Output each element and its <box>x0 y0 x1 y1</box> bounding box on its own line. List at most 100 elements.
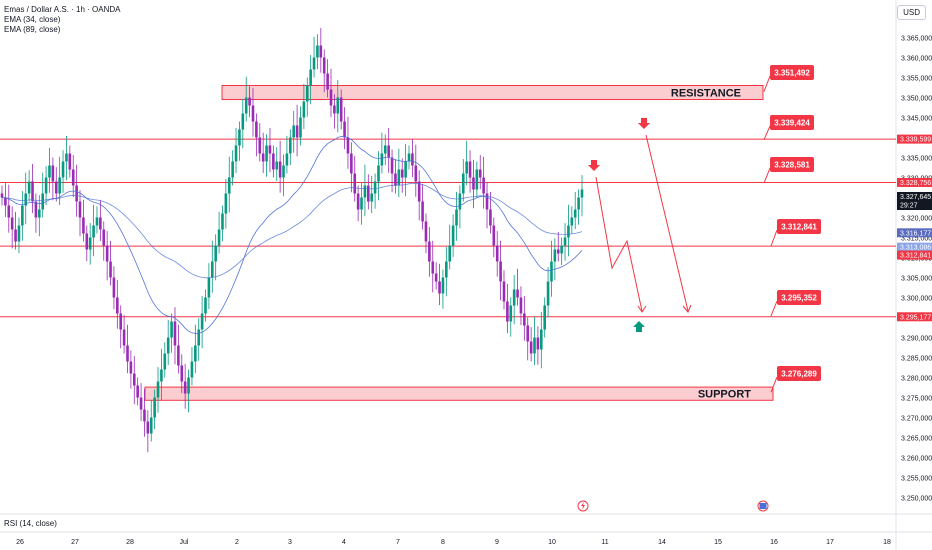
candle-body <box>4 197 7 206</box>
callout-leader <box>763 125 771 141</box>
candle-body <box>58 177 61 194</box>
candle-body <box>244 97 248 114</box>
candle-body <box>14 229 17 242</box>
x-tick-label: 27 <box>71 539 79 546</box>
candle-body <box>580 189 584 198</box>
candle-body <box>299 117 302 138</box>
price-tag <box>897 312 932 322</box>
candle-body <box>465 161 468 174</box>
support-label: SUPPORT <box>698 389 751 401</box>
y-tick-label: 3.335,000 <box>901 156 932 163</box>
candle-body <box>536 337 540 350</box>
candle-body <box>400 169 404 178</box>
candle-body <box>238 129 241 146</box>
candle-body <box>333 105 336 114</box>
candle-body <box>194 345 197 362</box>
candle-body <box>275 161 279 170</box>
y-tick-label: 3.345,000 <box>901 116 932 123</box>
candle-body <box>499 261 502 282</box>
candle-body <box>34 201 38 218</box>
candle-body <box>112 277 116 298</box>
candle-body <box>38 209 41 218</box>
candle-body <box>434 273 438 282</box>
price-tag-text: 3.295,177 <box>900 314 931 321</box>
candle-body <box>519 297 523 314</box>
candle-body <box>424 221 428 242</box>
candle-body <box>455 209 458 226</box>
candle-body <box>285 153 289 166</box>
y-tick-label: 3.280,000 <box>901 376 932 383</box>
candle-body <box>475 169 479 190</box>
candle-body <box>143 409 146 422</box>
candle-body <box>539 329 543 350</box>
level-callout-text: 3.295,352 <box>781 294 817 303</box>
x-tick-label: 11 <box>601 539 608 546</box>
candle-body <box>71 169 75 186</box>
currency-button[interactable]: USD <box>897 5 926 20</box>
price-tag <box>897 228 932 238</box>
candle-body <box>573 209 577 218</box>
y-tick-label: 3.275,000 <box>901 396 932 403</box>
x-tick-label: 8 <box>441 539 445 546</box>
candle-body <box>24 193 28 206</box>
candle-body <box>200 313 204 330</box>
plot-area <box>0 0 896 514</box>
candle-body <box>241 113 245 130</box>
x-tick-label: 10 <box>548 539 556 546</box>
x-tick-label: 2 <box>235 539 239 546</box>
price-tag <box>897 250 932 260</box>
candle-body <box>302 101 306 118</box>
candle-body <box>543 305 546 330</box>
candle-body <box>407 153 411 162</box>
candle-body <box>51 165 55 182</box>
callout-leader <box>770 229 778 247</box>
candle-body <box>41 193 45 210</box>
candle-body <box>44 177 48 194</box>
y-tick-label: 3.360,000 <box>901 56 932 63</box>
candle-body <box>414 165 418 182</box>
x-tick-label: 17 <box>826 539 834 546</box>
candle-body <box>75 185 78 202</box>
price-tag-text: 3.327,645 <box>900 194 931 201</box>
candle-body <box>478 169 482 178</box>
candle-body <box>523 313 526 326</box>
candle-body <box>468 161 472 178</box>
y-tick-label: 3.290,000 <box>901 336 932 343</box>
y-tick-label: 3.365,000 <box>901 36 932 43</box>
candle-body <box>343 121 346 138</box>
candle-body <box>570 217 574 226</box>
candle-body <box>431 261 435 274</box>
candle-body <box>149 417 153 434</box>
candle-body <box>170 321 173 338</box>
candle-body <box>383 145 387 154</box>
candle-body <box>546 281 550 306</box>
candle-body <box>411 153 414 166</box>
y-tick-label: 3.250,000 <box>901 496 932 503</box>
y-tick-label: 3.265,000 <box>901 436 932 443</box>
candle-body <box>234 145 238 162</box>
candle-body <box>166 337 170 354</box>
candle-body <box>261 153 265 162</box>
candle-body <box>17 225 21 242</box>
level-callout <box>770 115 814 130</box>
ema-fast-label: EMA (34, close) <box>4 15 61 24</box>
candle-body <box>282 165 285 178</box>
candle-body <box>88 237 92 250</box>
candle-body <box>458 193 462 210</box>
candle-body <box>227 177 231 194</box>
candle-body <box>451 225 455 246</box>
candle-body <box>61 161 65 178</box>
candle-body <box>516 289 519 298</box>
arrowhead-1 <box>637 305 647 313</box>
candle-body <box>397 169 401 186</box>
candle-body <box>0 193 4 198</box>
candle-body <box>92 225 95 238</box>
candle-body <box>31 181 34 202</box>
arrowhead-2 <box>682 304 692 313</box>
candle-body <box>295 125 299 138</box>
candle-body <box>394 173 397 186</box>
candle-body <box>265 145 268 162</box>
y-tick-label: 3.355,000 <box>901 76 932 83</box>
level-callout-text: 3.276,289 <box>781 370 817 379</box>
